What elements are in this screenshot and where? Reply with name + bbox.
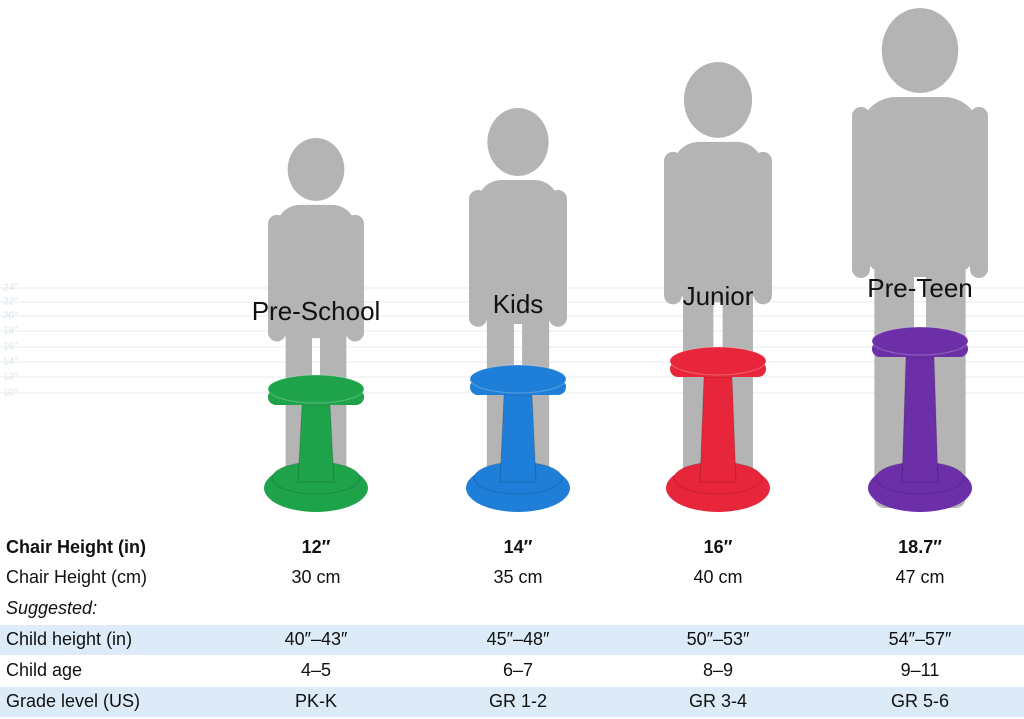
chair-seat [469, 364, 567, 394]
silhouette-arm [970, 107, 988, 278]
row-label: Chair Height (cm) [6, 567, 147, 587]
table-cell: 8–9 [703, 660, 733, 680]
table-cell: 54″–57″ [889, 629, 952, 649]
table-cell: 45″–48″ [487, 629, 550, 649]
table-cell: 30 cm [291, 567, 340, 587]
ruler-label: 18″ [3, 326, 18, 337]
ruler-label: 22″ [3, 297, 18, 308]
ruler-label: 12″ [3, 372, 18, 383]
row-label: Grade level (US) [6, 691, 140, 711]
chair-stem [699, 376, 737, 483]
size-name: Pre-Teen [867, 273, 973, 303]
row-label: Chair Height (in) [6, 537, 146, 557]
child-silhouette [469, 108, 567, 508]
silhouette-torso [860, 97, 980, 277]
table-cell: 35 cm [493, 567, 542, 587]
ruler-label: 20″ [3, 311, 18, 322]
size-name: Kids [493, 289, 544, 319]
table-cell: PK-K [295, 691, 337, 711]
silhouette-arm [549, 190, 567, 327]
table-note: Suggested: [6, 598, 97, 618]
child-silhouette [852, 8, 988, 508]
chair-seat [871, 326, 969, 356]
silhouette-arm [852, 107, 870, 278]
ruler-label: 16″ [3, 342, 18, 353]
table-cell: 4–5 [301, 660, 331, 680]
silhouette-head [487, 108, 549, 176]
row-label: Child age [6, 660, 82, 680]
table-cell: 6–7 [503, 660, 533, 680]
chair-stem [499, 394, 537, 483]
silhouette-torso [276, 204, 356, 339]
silhouette-arm [469, 190, 487, 327]
silhouette-torso [477, 180, 559, 324]
table-cell: 9–11 [901, 660, 940, 680]
silhouette-arm [268, 214, 286, 342]
silhouette-arm [754, 151, 772, 305]
table-cell: 16″ [704, 537, 733, 557]
silhouette-arm [664, 151, 682, 305]
silhouette-head [287, 138, 345, 201]
silhouette-torso [672, 141, 764, 303]
row-band [0, 625, 1024, 655]
table-cell: 50″–53″ [687, 629, 750, 649]
row-band [0, 687, 1024, 717]
child-silhouette [664, 62, 772, 508]
table-cell: 40 cm [693, 567, 742, 587]
silhouette-arm [346, 214, 364, 342]
ruler-label: 10″ [3, 388, 18, 399]
size-name: Pre-School [252, 296, 381, 326]
table-cell: GR 1-2 [489, 691, 547, 711]
silhouette-head [881, 8, 959, 93]
table-cell: 40″–43″ [285, 629, 348, 649]
ruler-label: 24″ [3, 283, 18, 294]
row-label: Child height (in) [6, 629, 132, 649]
table-cell: 18.7″ [898, 537, 942, 557]
chair-seat [267, 374, 365, 404]
table-cell: GR 3-4 [689, 691, 747, 711]
table-cell: GR 5-6 [891, 691, 949, 711]
chair-seat [669, 346, 767, 376]
ruler-label: 14″ [3, 357, 18, 368]
size-name: Junior [683, 281, 754, 311]
chair-stem [901, 356, 939, 483]
chair-stem [297, 404, 335, 483]
table-cell: 47 cm [895, 567, 944, 587]
silhouette-head [683, 62, 753, 138]
table-cell: 12″ [302, 537, 331, 557]
table-cell: 14″ [504, 537, 533, 557]
